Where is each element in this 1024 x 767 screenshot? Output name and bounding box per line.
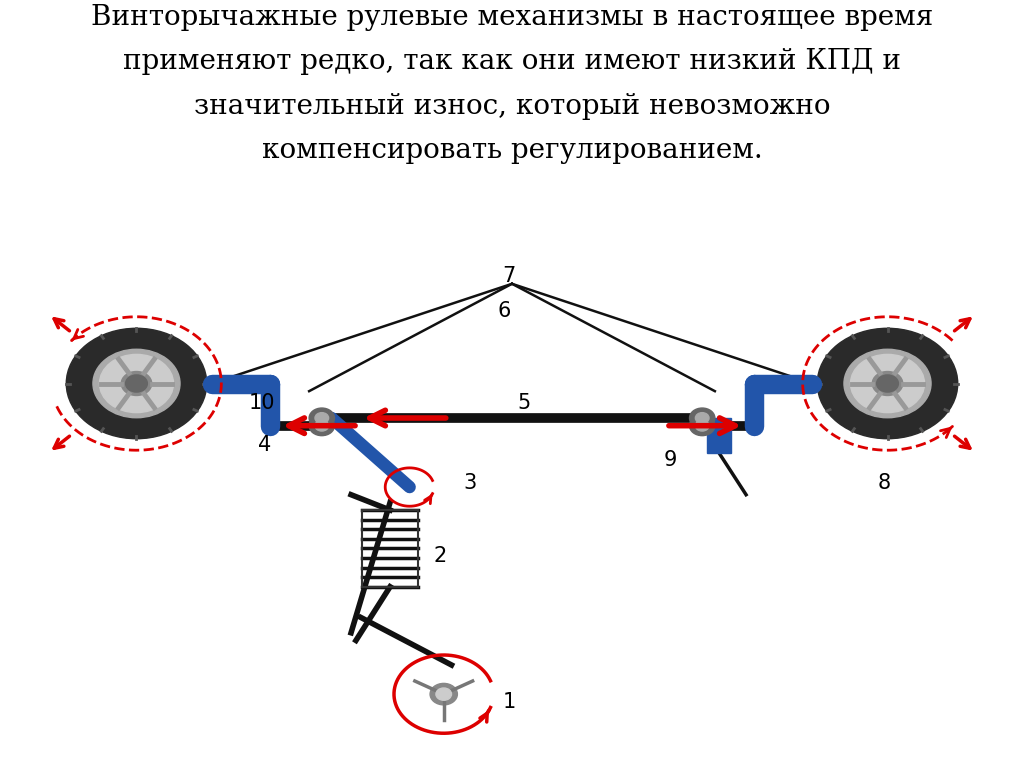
Bar [361, 510, 419, 587]
Circle shape [844, 349, 931, 418]
Circle shape [851, 354, 925, 413]
Text: 7: 7 [502, 266, 515, 286]
Circle shape [695, 413, 709, 423]
Text: 10: 10 [249, 393, 275, 413]
Text: компенсировать регулированием.: компенсировать регулированием. [261, 137, 763, 164]
Circle shape [309, 408, 335, 428]
Bar [707, 418, 731, 453]
Circle shape [126, 375, 147, 392]
Text: 6: 6 [498, 301, 511, 321]
Text: 4: 4 [258, 435, 271, 455]
Text: 8: 8 [878, 473, 891, 493]
Circle shape [689, 408, 715, 428]
Circle shape [309, 416, 335, 436]
Text: 5: 5 [517, 393, 530, 413]
Circle shape [99, 354, 173, 413]
Circle shape [689, 416, 715, 436]
Circle shape [872, 371, 903, 396]
Circle shape [877, 375, 898, 392]
Circle shape [121, 371, 152, 396]
Text: применяют редко, так как они имеют низкий КПД и: применяют редко, так как они имеют низки… [123, 48, 901, 75]
Circle shape [695, 420, 709, 431]
Circle shape [436, 688, 452, 700]
Text: 2: 2 [434, 546, 447, 566]
Circle shape [817, 328, 957, 439]
Text: значительный износ, который невозможно: значительный износ, который невозможно [194, 93, 830, 120]
Circle shape [315, 420, 329, 431]
Text: 3: 3 [463, 473, 476, 493]
Circle shape [881, 378, 894, 389]
Circle shape [315, 413, 329, 423]
Circle shape [130, 378, 143, 389]
Text: 1: 1 [502, 692, 515, 712]
Text: 9: 9 [664, 450, 677, 470]
Circle shape [67, 328, 207, 439]
Text: Винторычажные рулевые механизмы в настоящее время: Винторычажные рулевые механизмы в настоя… [91, 4, 933, 31]
Circle shape [430, 683, 458, 705]
Circle shape [93, 349, 180, 418]
